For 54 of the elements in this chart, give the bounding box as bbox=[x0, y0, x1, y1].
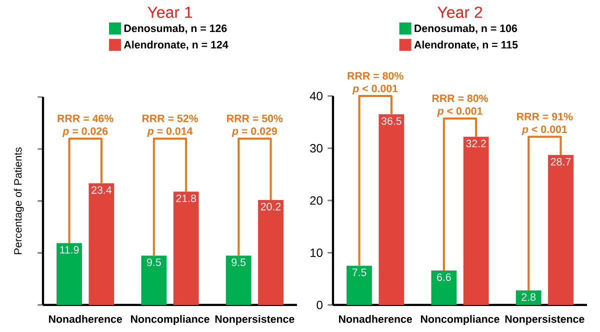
legend-label: Alendronate, n = 115 bbox=[414, 40, 518, 50]
annotation: p = 0.014 bbox=[147, 127, 193, 137]
legend-label: Denosumab, n = 126 bbox=[124, 24, 227, 34]
chart-title: Year 2 bbox=[438, 6, 482, 18]
data-label: 9.5 bbox=[147, 258, 161, 266]
data-label: 6.6 bbox=[437, 273, 451, 281]
bar bbox=[516, 290, 542, 305]
annotation: RRR = 46% bbox=[58, 114, 114, 122]
annotation: p = 0.026 bbox=[62, 127, 108, 137]
annotation: RRR = 80% bbox=[432, 94, 488, 102]
bar bbox=[173, 192, 199, 305]
bar bbox=[258, 200, 284, 305]
y-tick-label: 10 bbox=[310, 248, 322, 257]
y-tick-label: 20 bbox=[310, 196, 322, 205]
text: p < 0.001 bbox=[352, 84, 398, 94]
chart-title: Year 1 bbox=[148, 6, 192, 18]
bar bbox=[431, 270, 457, 305]
data-label: 32.2 bbox=[466, 140, 486, 148]
annotation: RRR = 50% bbox=[227, 114, 283, 122]
data-label: 2.8 bbox=[522, 293, 536, 301]
x-tick-label: Nonpersistence bbox=[215, 315, 294, 325]
y-tick-label: 40 bbox=[310, 92, 322, 100]
data-label: 20.2 bbox=[260, 202, 281, 210]
bar bbox=[346, 266, 372, 305]
data-label: 9.5 bbox=[232, 258, 246, 266]
bar bbox=[226, 256, 252, 305]
x-tick-label: Nonpersistence bbox=[505, 315, 584, 325]
bar bbox=[88, 183, 114, 305]
x-tick-label: Noncompliance bbox=[420, 315, 500, 325]
data-label: 28.7 bbox=[550, 158, 571, 166]
legend-label: Denosumab, n = 106 bbox=[414, 24, 518, 34]
bar bbox=[548, 155, 574, 305]
annotation: p < 0.001 bbox=[522, 125, 568, 136]
data-label: 36.5 bbox=[381, 117, 402, 125]
annotation: RRR = 52% bbox=[142, 114, 198, 122]
annotation: RRR = 91% bbox=[517, 112, 573, 120]
text: RRR = 80% bbox=[348, 72, 404, 80]
bar bbox=[56, 243, 82, 305]
x-tick-label: Noncompliance bbox=[131, 315, 210, 325]
data-label: 23.4 bbox=[92, 186, 112, 194]
data-label: 21.8 bbox=[176, 194, 196, 202]
data-label: 11.9 bbox=[60, 246, 79, 254]
data-label: 7.5 bbox=[352, 268, 366, 276]
y-tick-label: 0 bbox=[316, 300, 322, 310]
bar bbox=[141, 256, 167, 305]
y-axis-title: Percentage of Patients bbox=[14, 147, 24, 254]
bar bbox=[378, 114, 404, 305]
x-tick-label: Nonadherence bbox=[339, 315, 412, 323]
annotation: p = 0.029 bbox=[232, 127, 277, 137]
annotation: p < 0.001 bbox=[437, 107, 482, 117]
bar bbox=[463, 136, 489, 305]
legend-label: Alendronate, n = 124 bbox=[124, 40, 228, 50]
x-tick-label: Nonadherence bbox=[49, 315, 122, 323]
y-tick-label: 30 bbox=[310, 144, 322, 152]
